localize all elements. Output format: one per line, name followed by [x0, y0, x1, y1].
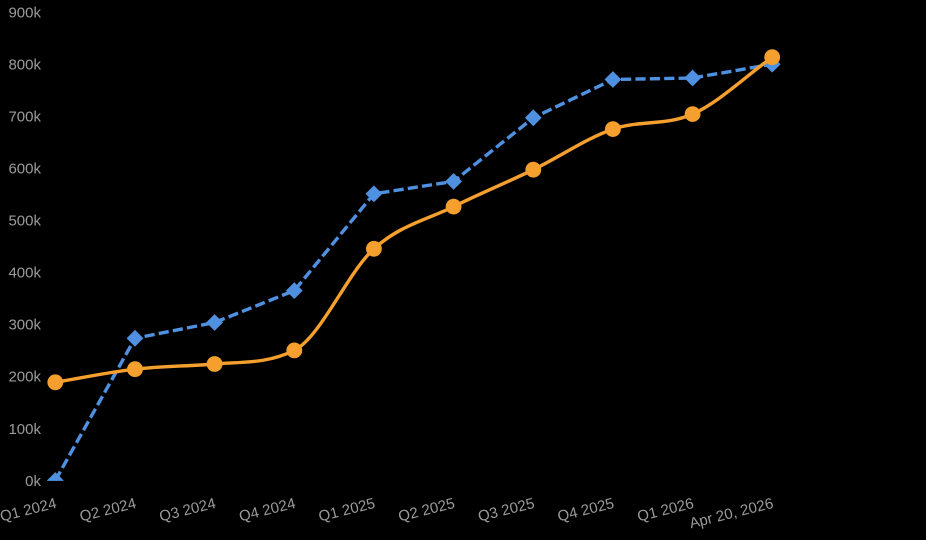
- svg-text:0k: 0k: [25, 473, 41, 490]
- svg-text:100k: 100k: [8, 421, 41, 438]
- svg-text:900k: 900k: [8, 5, 41, 22]
- svg-text:800k: 800k: [8, 57, 41, 74]
- svg-text:600k: 600k: [8, 161, 41, 178]
- svg-text:300k: 300k: [8, 317, 41, 334]
- svg-text:700k: 700k: [8, 109, 41, 126]
- svg-text:200k: 200k: [8, 369, 41, 386]
- svg-text:500k: 500k: [8, 213, 41, 230]
- svg-text:400k: 400k: [8, 265, 41, 282]
